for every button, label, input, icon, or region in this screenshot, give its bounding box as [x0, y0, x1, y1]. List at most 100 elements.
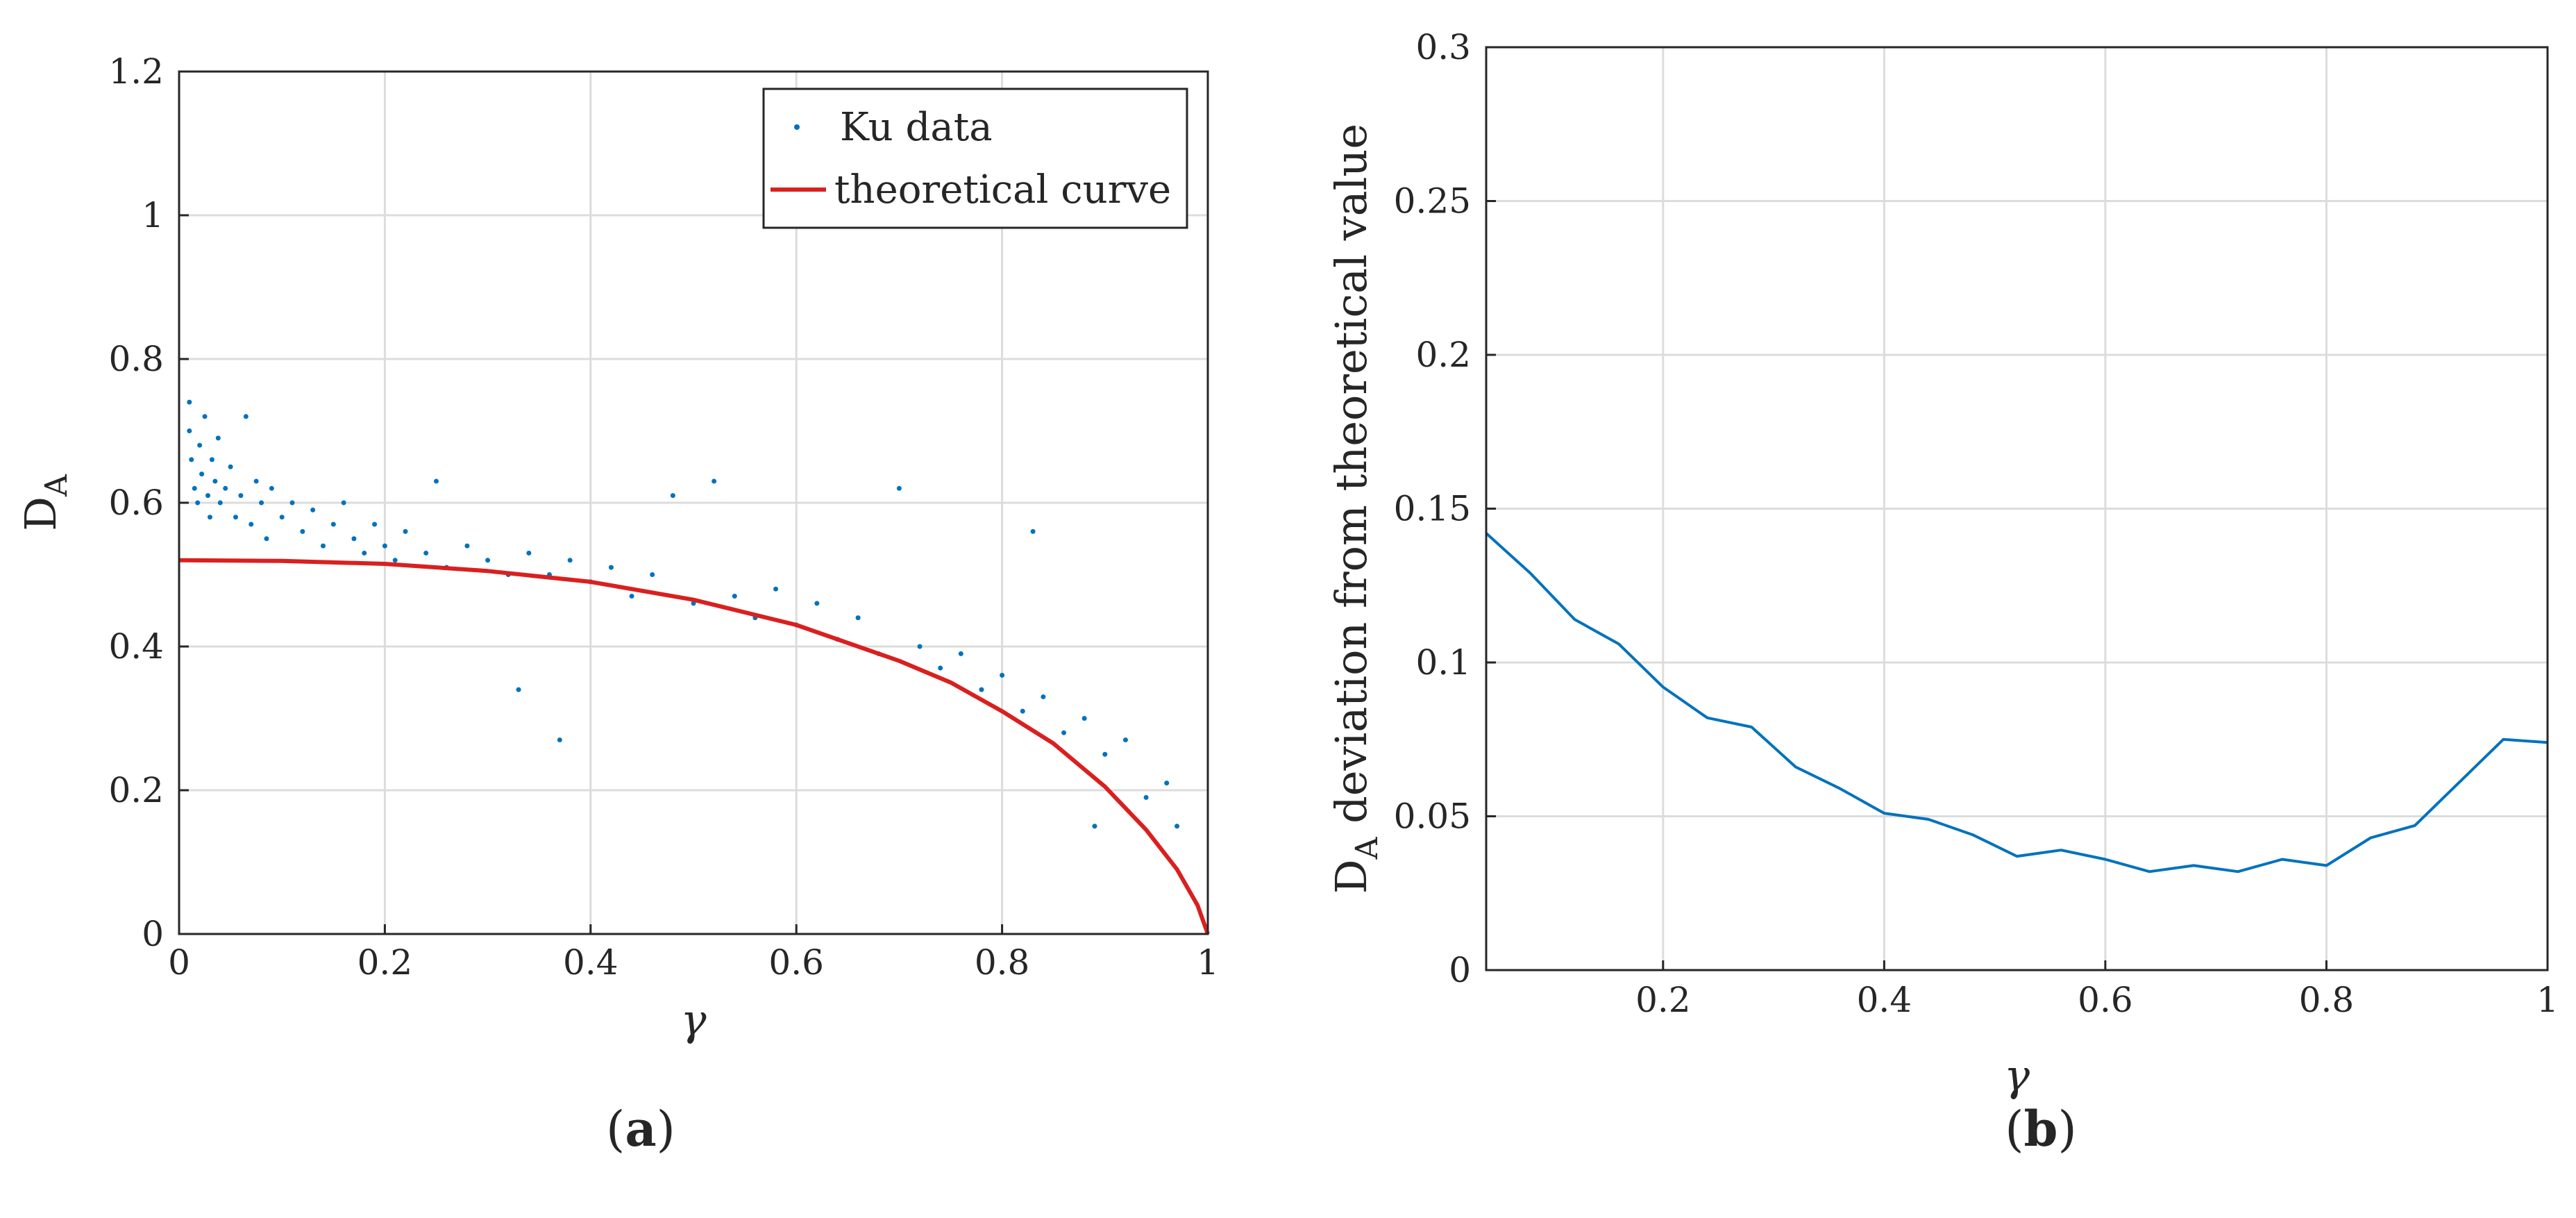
scatter-point-a-22	[264, 536, 269, 542]
scatter-point-a-77	[1143, 794, 1149, 800]
scatter-point-a-20	[253, 478, 259, 484]
xlabel-b: γ	[2004, 1050, 2030, 1101]
scatter-point-a-63	[896, 485, 902, 491]
ytick-label-a-5: 1	[142, 195, 164, 235]
scatter-point-a-31	[351, 536, 357, 542]
scatter-point-a-28	[320, 543, 326, 549]
scatter-point-a-18	[243, 414, 249, 419]
scatter-point-a-5	[197, 442, 203, 448]
ytick-label-b-5: 0.25	[1394, 181, 1471, 222]
scatter-point-a-75	[1102, 751, 1108, 757]
xtick-label-a-3: 0.6	[768, 942, 824, 983]
ytick-label-a-1: 0.2	[108, 770, 164, 810]
scatter-point-a-51	[650, 572, 655, 577]
caption-a-letter: a	[625, 1100, 656, 1158]
legend-marker-ku-data	[794, 124, 800, 130]
ylabel-sub-a: A	[39, 474, 74, 497]
scatter-point-a-1	[187, 428, 192, 433]
scatter-point-a-25	[289, 500, 295, 506]
scatter-point-a-67	[979, 687, 984, 692]
scatter-point-a-44	[526, 550, 532, 556]
ytick-label-b-2: 0.1	[1415, 642, 1471, 683]
scatter-point-a-10	[209, 457, 214, 462]
scatter-point-a-8	[205, 493, 210, 499]
ytick-label-a-2: 0.4	[108, 626, 164, 667]
caption-a: (a)	[606, 1100, 675, 1158]
scatter-point-a-27	[310, 507, 316, 512]
panel-a: 0 0.2 0.4 0.6 0.8 1 0 0.2 0.4 0.6 0.8 1 1.2 γ DA Ku dat…	[15, 51, 1219, 1045]
scatter-point-a-23	[269, 485, 274, 491]
scatter-point-a-55	[732, 594, 737, 599]
xlabel-a: γ	[680, 994, 707, 1045]
scatter-point-a-40	[464, 543, 470, 549]
scatter-point-a-78	[1164, 781, 1170, 786]
scatter-point-a-14	[223, 485, 228, 491]
scatter-point-a-37	[423, 550, 429, 556]
scatter-point-a-17	[238, 493, 244, 499]
scatter-point-a-68	[1000, 672, 1005, 678]
scatter-point-a-54	[712, 478, 717, 484]
scatter-point-a-26	[300, 528, 305, 534]
scatter-point-a-33	[372, 522, 378, 527]
xtick-label-b-3: 0.8	[2299, 980, 2355, 1020]
scatter-point-a-11	[212, 478, 218, 484]
scatter-point-a-12	[215, 435, 221, 441]
series-a-ku-data	[187, 399, 1180, 829]
scatter-point-a-66	[958, 651, 963, 656]
xtick-label-a-0: 0	[168, 942, 190, 983]
scatter-point-a-71	[1041, 694, 1046, 699]
ytick-label-a-4: 0.8	[108, 339, 164, 379]
scatter-point-a-16	[233, 515, 239, 520]
ylabel-b: DA deviation from theoretical value	[1326, 124, 1385, 894]
xtick-label-b-1: 0.4	[1857, 980, 1912, 1020]
scatter-point-a-61	[855, 615, 861, 621]
scatter-point-a-65	[938, 665, 943, 671]
scatter-point-a-52	[670, 493, 675, 499]
panel-b: 0.2 0.4 0.6 0.8 1 0 0.05 0.1 0.15 0.2 0.25 0.3 γ DA d…	[1326, 27, 2559, 1101]
scatter-point-a-29	[330, 522, 336, 527]
ytick-label-a-6: 1.2	[108, 51, 164, 92]
scatter-point-a-41	[485, 558, 491, 563]
legend-label-theoretical-curve: theoretical curve	[834, 167, 1171, 212]
scatter-point-a-59	[814, 601, 820, 606]
scatter-point-a-43	[516, 687, 521, 692]
scatter-point-a-7	[202, 414, 208, 419]
scatter-point-a-19	[249, 522, 254, 527]
scatter-point-a-9	[207, 515, 212, 520]
ytick-label-b-3: 0.15	[1394, 489, 1471, 529]
xtick-label-a-1: 0.2	[357, 942, 413, 983]
scatter-point-a-32	[362, 550, 367, 556]
scatter-point-a-2	[189, 457, 194, 462]
ylabel-sub-b: A	[1349, 836, 1385, 860]
scatter-point-a-36	[403, 528, 408, 534]
scatter-point-a-4	[195, 500, 201, 506]
ylabel-main-b: D	[1326, 859, 1377, 894]
scatter-point-a-76	[1122, 737, 1128, 743]
ylabel-a: DA	[15, 474, 74, 531]
scatter-point-a-73	[1081, 716, 1087, 721]
xtick-label-b-4: 1	[2536, 980, 2559, 1020]
scatter-point-a-47	[567, 558, 573, 563]
ytick-label-b-4: 0.2	[1415, 335, 1471, 375]
xtick-label-b-2: 0.6	[2078, 980, 2133, 1020]
ytick-label-b-6: 0.3	[1415, 27, 1471, 67]
scatter-point-a-50	[629, 594, 634, 599]
xtick-label-a-5: 1	[1197, 942, 1219, 983]
scatter-point-a-13	[217, 500, 223, 506]
scatter-point-a-72	[1061, 730, 1067, 735]
ytick-label-b-1: 0.05	[1394, 796, 1471, 837]
scatter-point-a-64	[917, 644, 923, 649]
xtick-label-a-2: 0.4	[563, 942, 618, 983]
scatter-point-a-0	[187, 399, 192, 405]
scatter-point-a-30	[341, 500, 346, 506]
scatter-point-a-6	[199, 472, 205, 477]
series-line-a-1	[178, 558, 1210, 935]
caption-b: (b)	[2005, 1100, 2077, 1158]
caption-b-letter: b	[2024, 1100, 2058, 1158]
scatter-point-a-15	[228, 464, 233, 469]
ytick-label-a-0: 0	[142, 914, 164, 954]
scatter-point-a-21	[259, 500, 264, 506]
ylabel-main-a: D	[15, 497, 66, 531]
scatter-point-a-46	[557, 737, 562, 743]
